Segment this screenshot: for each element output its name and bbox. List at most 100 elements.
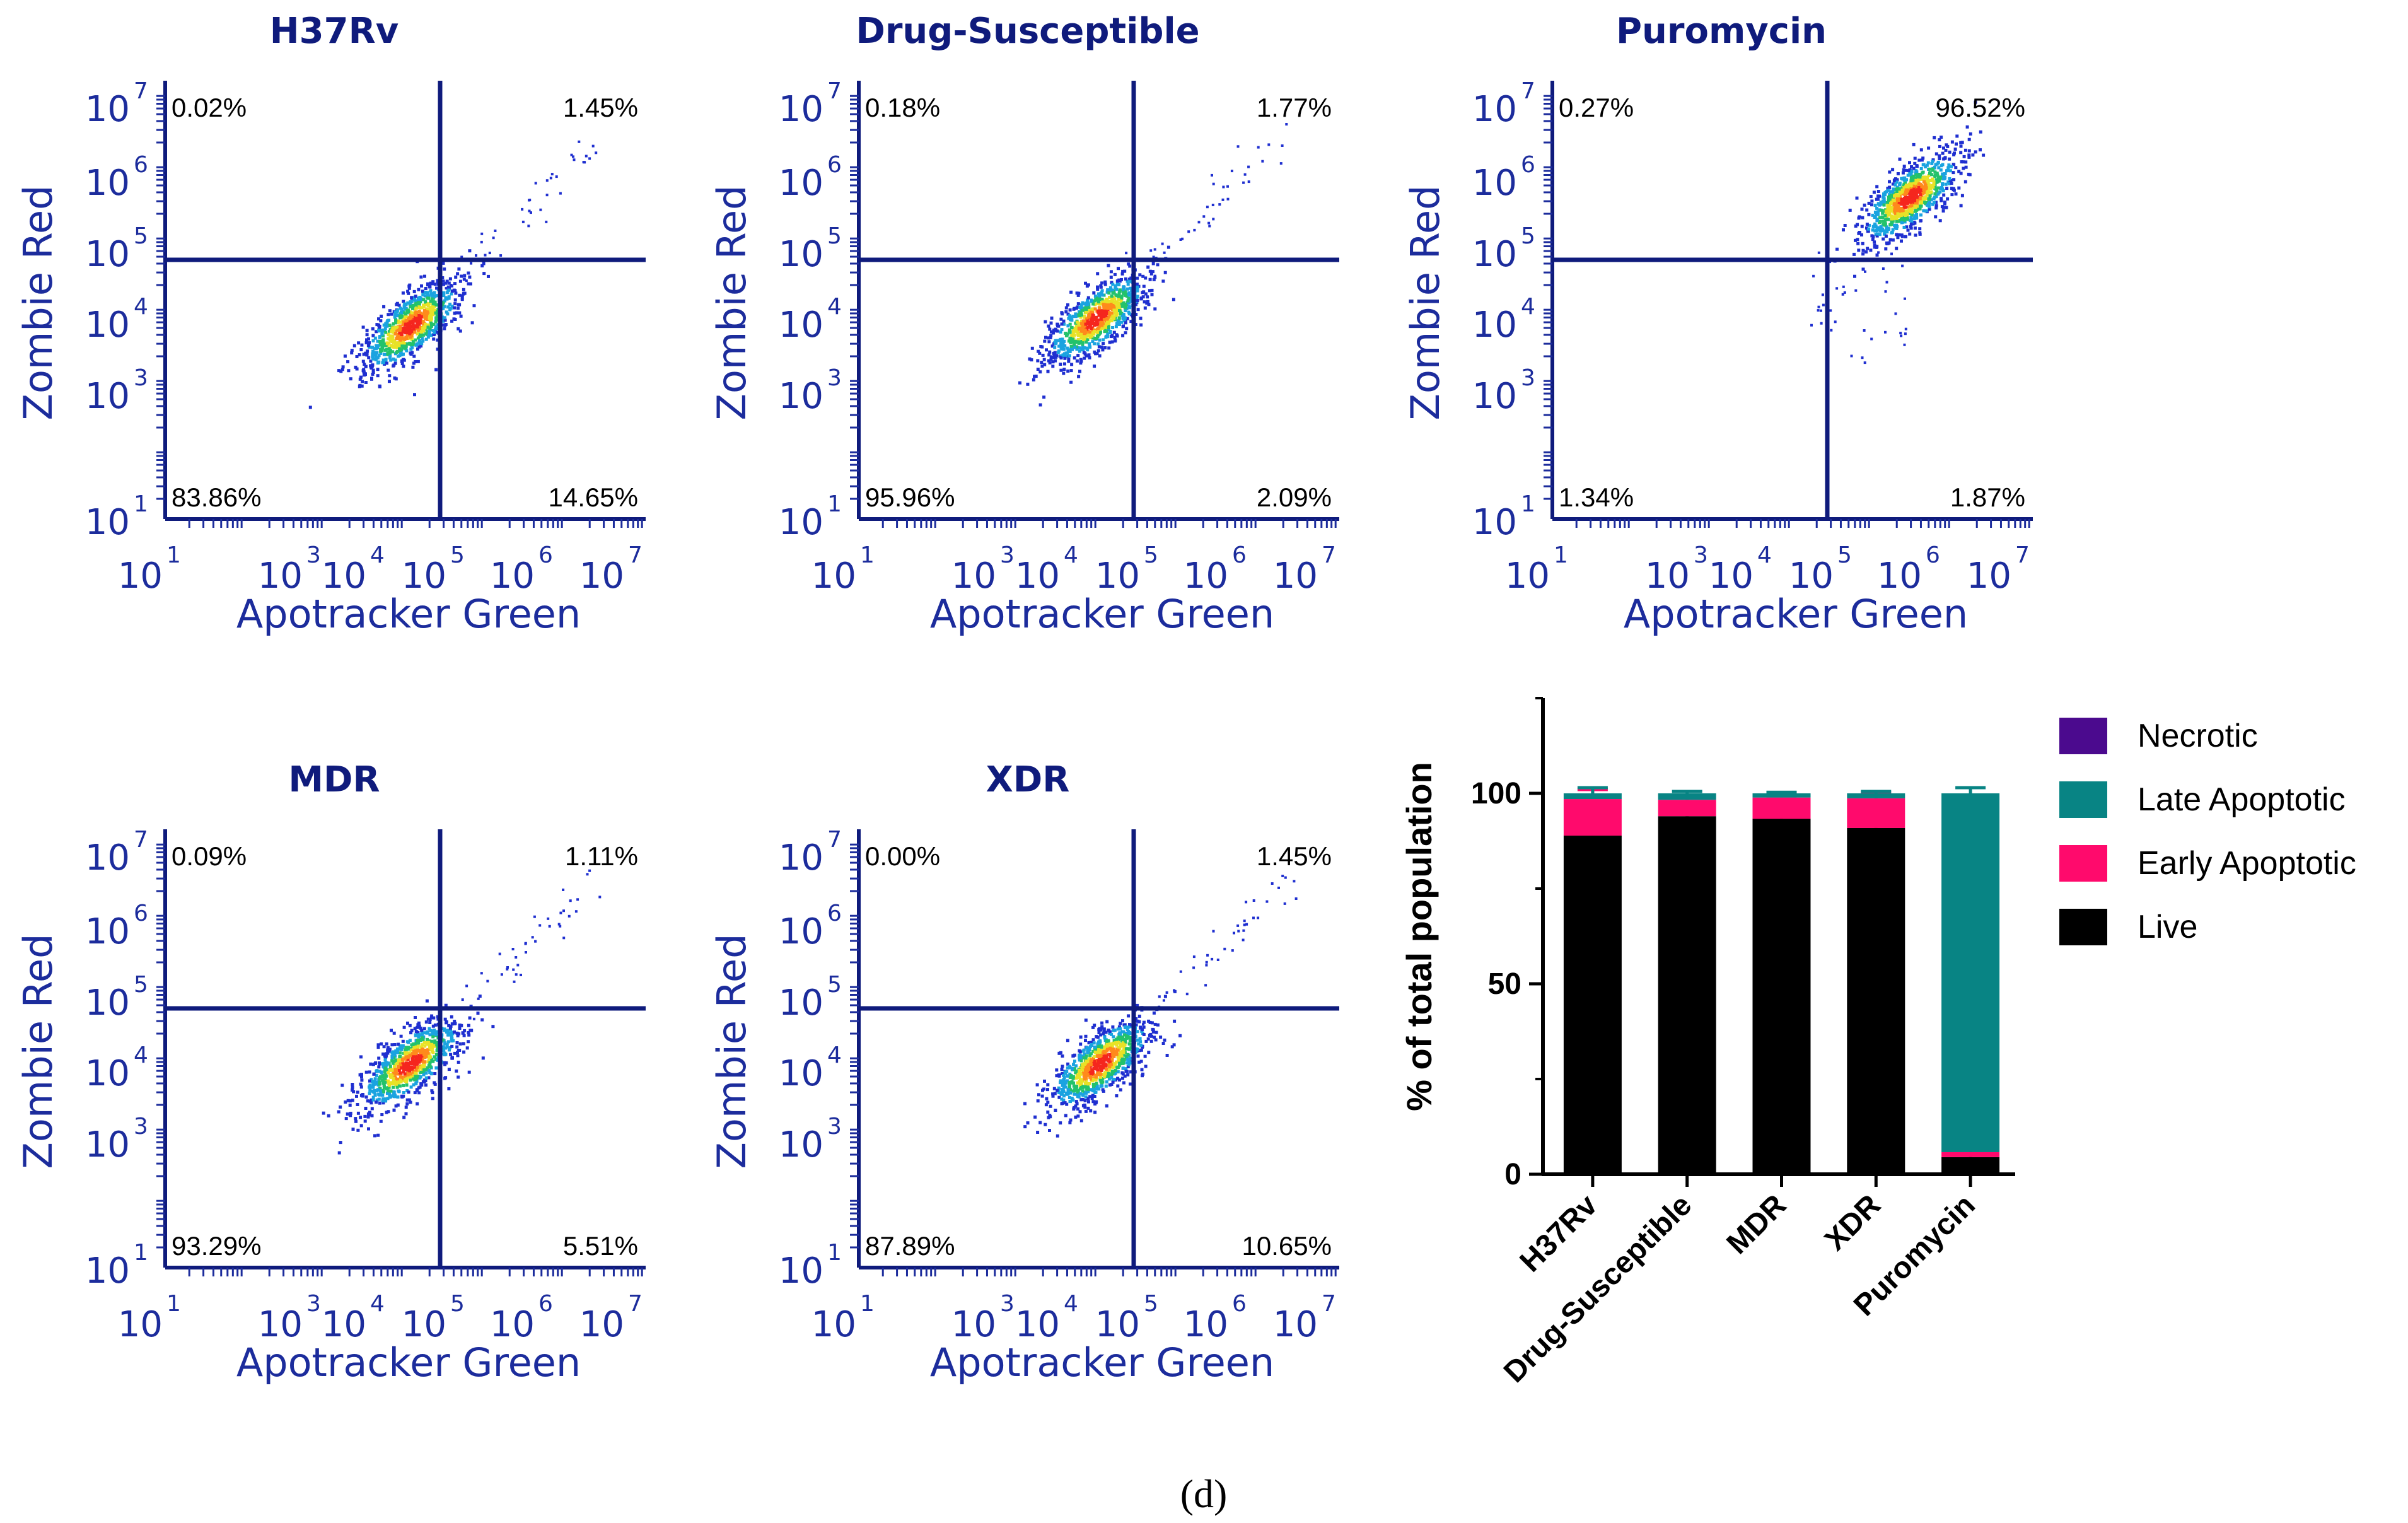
event-dot <box>1071 329 1075 332</box>
event-dot <box>1108 1053 1112 1057</box>
event-dot <box>1073 356 1076 360</box>
event-dot <box>442 283 446 286</box>
event-dot <box>1076 293 1080 297</box>
event-dot <box>465 1046 469 1050</box>
event-dot <box>396 1103 400 1107</box>
event-dot <box>1083 1106 1087 1109</box>
event-dot <box>1102 338 1105 342</box>
event-dot <box>1267 143 1271 146</box>
event-dot <box>411 365 415 369</box>
event-dot <box>1128 264 1132 268</box>
event-dot <box>1873 211 1877 214</box>
event-dot <box>1079 319 1083 323</box>
event-dot <box>1063 362 1066 366</box>
event-dot <box>1064 1085 1067 1089</box>
event-dot <box>411 303 415 307</box>
event-dot <box>419 1064 422 1068</box>
event-dot <box>1901 171 1905 175</box>
event-dot <box>1026 382 1030 386</box>
event-dot <box>1222 185 1225 189</box>
event-dot <box>457 1075 460 1079</box>
event-dot <box>454 291 458 295</box>
event-dot <box>394 1081 398 1085</box>
y-tick-exponent: 6 <box>134 901 148 926</box>
event-dot <box>1149 272 1153 276</box>
event-dot <box>445 287 448 290</box>
event-dot <box>383 1075 387 1079</box>
event-dot <box>431 302 435 306</box>
event-dot <box>1947 163 1951 167</box>
event-dot <box>419 300 422 303</box>
event-dot <box>1124 1054 1128 1058</box>
event-dot <box>455 1069 458 1073</box>
event-dot <box>434 1053 438 1056</box>
event-dot <box>1100 1069 1103 1072</box>
event-dot <box>1110 1075 1114 1079</box>
event-dot <box>1067 359 1071 363</box>
event-dot <box>1045 348 1048 352</box>
event-dot <box>365 338 368 342</box>
event-dot <box>393 325 397 329</box>
event-dot <box>377 1056 381 1060</box>
event-dot <box>1909 226 1913 230</box>
event-dot <box>1078 306 1082 309</box>
event-dot <box>1095 318 1098 322</box>
event-dot <box>591 144 595 148</box>
event-dot <box>1904 332 1907 336</box>
event-dot <box>1110 334 1114 337</box>
event-dot <box>1099 1033 1103 1037</box>
event-dot <box>402 342 406 346</box>
event-dot <box>1093 350 1096 354</box>
event-dot <box>376 368 380 371</box>
event-dot <box>1113 336 1117 339</box>
event-dot <box>1088 313 1091 317</box>
event-dot <box>426 1051 430 1055</box>
event-dot <box>1070 318 1074 322</box>
event-dot <box>487 274 490 278</box>
event-dot <box>1881 223 1885 226</box>
event-dot <box>1034 375 1038 378</box>
event-dot <box>1074 1064 1078 1068</box>
event-dot <box>413 317 417 320</box>
event-dot <box>1883 218 1887 222</box>
event-dot <box>1064 306 1068 310</box>
event-dot <box>426 1066 429 1070</box>
event-dot <box>1212 182 1215 185</box>
event-dot <box>433 1044 437 1048</box>
event-dot <box>1143 306 1147 310</box>
event-dot <box>1884 234 1888 238</box>
event-dot <box>404 323 407 327</box>
event-dot <box>405 331 409 335</box>
event-dot <box>1078 1092 1082 1095</box>
event-dot <box>406 1047 410 1051</box>
event-dot <box>416 1030 420 1034</box>
event-dot <box>404 336 408 339</box>
event-dot <box>1969 132 1972 136</box>
event-dot <box>385 342 389 346</box>
event-dot <box>521 207 524 211</box>
y-tick-label: 10 <box>1472 89 1517 130</box>
event-dot <box>1079 358 1083 361</box>
event-dot <box>1197 221 1201 224</box>
event-dot <box>525 951 527 954</box>
event-dot <box>1101 300 1105 304</box>
event-dot <box>1091 328 1095 332</box>
event-dot <box>1938 179 1941 183</box>
event-dot <box>1120 277 1123 281</box>
event-dot <box>448 1026 452 1030</box>
event-dot <box>390 330 393 334</box>
event-dot <box>339 370 343 373</box>
event-dot <box>1895 190 1899 193</box>
event-dot <box>459 314 463 318</box>
event-dot <box>1875 234 1879 238</box>
event-dot <box>450 292 453 296</box>
event-dot <box>1107 325 1110 329</box>
event-dot <box>1047 340 1051 344</box>
event-dot <box>1076 332 1080 336</box>
event-dot <box>1931 185 1935 189</box>
event-dot <box>376 1133 380 1137</box>
event-dot <box>384 1099 388 1102</box>
event-dot <box>446 1033 450 1037</box>
event-dot <box>364 1070 368 1074</box>
event-dot <box>1928 205 1931 209</box>
